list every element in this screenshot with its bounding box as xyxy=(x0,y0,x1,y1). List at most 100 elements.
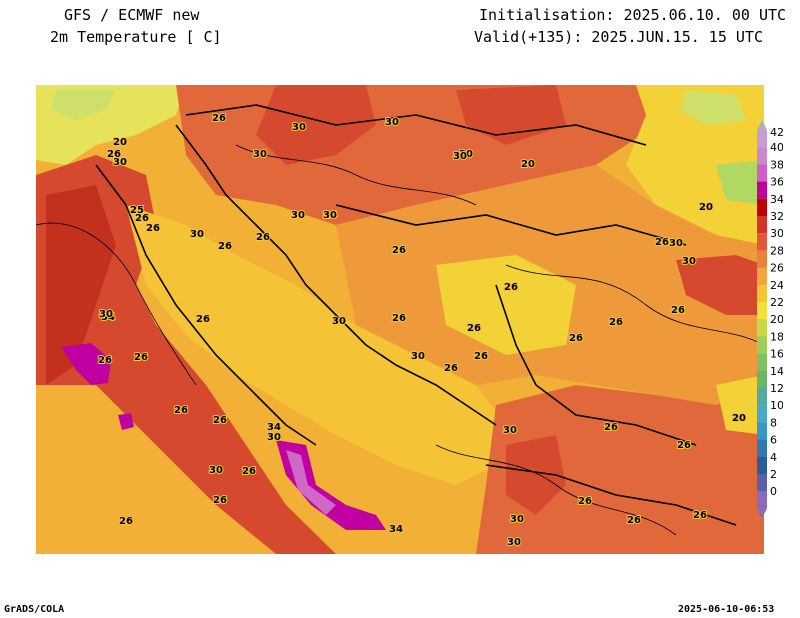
region-nw-cool-inner xyxy=(51,90,116,120)
contour-label: 26 xyxy=(578,496,592,507)
contour-label: 26 xyxy=(655,237,669,248)
contour-label: 30 xyxy=(190,229,204,240)
region-ne-cool xyxy=(626,85,764,245)
legend-swatch xyxy=(757,422,767,440)
legend-label: 30 xyxy=(770,227,783,240)
contour-label: 20 xyxy=(113,137,127,148)
contour-label: 30 xyxy=(292,122,306,133)
isotherm-1 xyxy=(36,222,197,386)
contour-label: 30 xyxy=(267,432,281,443)
credit-label: GrADS/COLA xyxy=(4,604,65,615)
legend-arrow-bottom xyxy=(757,508,767,519)
region-ne-green2 xyxy=(716,160,764,205)
legend-label: 40 xyxy=(770,141,783,154)
contour-label: 26 xyxy=(107,149,121,160)
hotspot-south xyxy=(276,440,386,530)
contour-label: 26 xyxy=(218,241,232,252)
legend-swatch xyxy=(757,439,767,457)
legend-label: 32 xyxy=(770,210,783,223)
coast-italy xyxy=(95,164,317,446)
contour-label: 26 xyxy=(98,355,112,366)
adriatic-sea xyxy=(126,205,506,485)
isotherm-4 xyxy=(435,444,677,536)
init-time: Initialisation: 2025.06.10. 00 UTC xyxy=(479,6,787,24)
region-ne-green xyxy=(681,90,746,125)
legend-swatch xyxy=(757,491,767,509)
legend-label: 6 xyxy=(770,434,777,447)
isotherm-2 xyxy=(235,144,477,206)
legend-label: 26 xyxy=(770,262,783,275)
border-balkan xyxy=(335,204,687,246)
legend-label: 18 xyxy=(770,330,783,343)
coast-east-adriatic xyxy=(175,124,497,426)
legend-swatch xyxy=(757,474,767,492)
region-balkan-cool xyxy=(436,255,576,355)
contour-label: 30 xyxy=(291,210,305,221)
legend-swatch xyxy=(757,405,767,423)
legend-swatch xyxy=(757,250,767,268)
legend-label: 10 xyxy=(770,399,783,412)
legend-swatch xyxy=(757,216,767,234)
contour-label: 26 xyxy=(323,210,337,221)
contour-label: 26 xyxy=(677,440,691,451)
contour-label: 26 xyxy=(467,323,481,334)
legend-label: 36 xyxy=(770,176,783,189)
legend-label: 16 xyxy=(770,348,783,361)
legend-swatch xyxy=(757,319,767,337)
contour-label: 30 xyxy=(453,151,467,162)
legend-label: 34 xyxy=(770,193,783,206)
isotherm-3 xyxy=(505,264,764,346)
variable-title: 2m Temperature [ C] xyxy=(50,28,222,46)
legend-swatch xyxy=(757,456,767,474)
legend-label: 42 xyxy=(770,126,783,139)
contour-label: 30 xyxy=(510,514,524,525)
legend-label: 14 xyxy=(770,365,783,378)
contour-label: 30 xyxy=(385,117,399,128)
region-se-cool xyxy=(716,375,764,435)
contour-label: 26 xyxy=(119,516,133,527)
legend-swatch xyxy=(757,181,767,199)
contour-label: 30 xyxy=(113,157,127,168)
contour-label: 26 xyxy=(242,466,256,477)
contour-label: 26 xyxy=(196,314,210,325)
legend-swatch xyxy=(757,198,767,216)
legend-swatch xyxy=(757,233,767,251)
legend-label: 38 xyxy=(770,158,783,171)
contour-label: 30 xyxy=(507,537,521,548)
contour-label: 34 xyxy=(101,312,115,323)
contour-label: 26 xyxy=(693,510,707,521)
contour-label: 26 xyxy=(604,422,618,433)
contour-label: 20 xyxy=(521,159,535,170)
legend-label: 22 xyxy=(770,296,783,309)
legend-swatch xyxy=(757,336,767,354)
legend-swatch xyxy=(757,353,767,371)
contour-label: 26 xyxy=(213,415,227,426)
contour-label: 30 xyxy=(323,210,337,221)
region-se xyxy=(476,385,764,554)
region-balkan-hot xyxy=(676,255,764,315)
contour-label: 30 xyxy=(253,149,267,160)
region-se-hot xyxy=(506,435,566,515)
legend-swatch xyxy=(757,164,767,182)
region-south-sea xyxy=(36,385,276,554)
contour-label: 26 xyxy=(174,405,188,416)
contour-label: 26 xyxy=(444,363,458,374)
contour-label: 26 xyxy=(609,317,623,328)
contour-label: 34 xyxy=(389,524,403,535)
border-inner xyxy=(495,284,697,446)
legend-label: 24 xyxy=(770,279,783,292)
legend-swatch xyxy=(757,284,767,302)
contour-label: 26 xyxy=(627,515,641,526)
contour-label: 26 xyxy=(392,245,406,256)
hotspot-west xyxy=(61,343,111,385)
legend-label: 28 xyxy=(770,244,783,257)
contour-label: 26 xyxy=(256,232,270,243)
legend-swatch xyxy=(757,370,767,388)
contour-label: 30 xyxy=(682,256,696,267)
contour-label: 34 xyxy=(267,422,281,433)
legend-label: 2 xyxy=(770,468,777,481)
contour-label: 30 xyxy=(503,425,517,436)
